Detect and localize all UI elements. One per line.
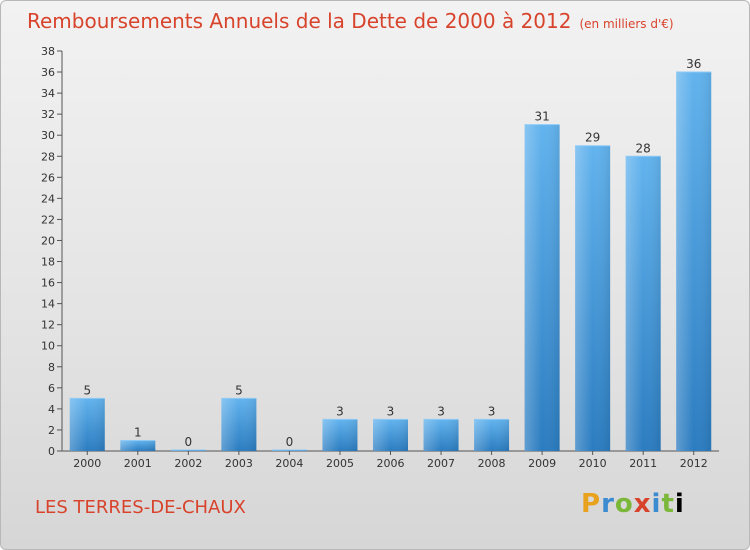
bar-value-label: 0 [286, 435, 294, 449]
bar-shine [575, 145, 611, 451]
bar-value-label: 29 [585, 131, 600, 145]
x-tick-label: 2001 [124, 457, 152, 470]
y-tick-label: 30 [41, 129, 55, 142]
bar-value-label: 28 [636, 141, 651, 155]
y-tick-label: 10 [41, 340, 55, 353]
bar-value-label: 3 [387, 404, 395, 418]
y-tick-label: 36 [41, 66, 55, 79]
x-tick-label: 2000 [73, 457, 101, 470]
y-tick-label: 12 [41, 319, 55, 332]
bar-value-label: 5 [83, 383, 91, 397]
x-tick-label: 2010 [579, 457, 607, 470]
town-name: LES TERRES-DE-CHAUX [35, 497, 246, 518]
bar-value-label: 31 [534, 110, 549, 124]
y-tick-label: 34 [41, 87, 55, 100]
chart-title: Remboursements Annuels de la Dette de 20… [27, 9, 674, 33]
y-tick-label: 6 [48, 382, 55, 395]
y-tick-label: 20 [41, 234, 55, 247]
y-tick-label: 32 [41, 108, 55, 121]
y-tick-label: 14 [41, 298, 55, 311]
x-tick-label: 2009 [528, 457, 556, 470]
x-tick-label: 2006 [377, 457, 405, 470]
bar-shine [474, 419, 510, 451]
x-tick-label: 2012 [680, 457, 708, 470]
x-tick-label: 2007 [427, 457, 455, 470]
bar-shine [423, 419, 459, 451]
y-tick-label: 28 [41, 150, 55, 163]
bar-shine [524, 124, 560, 452]
y-tick-label: 8 [48, 361, 55, 374]
x-tick-label: 2008 [478, 457, 506, 470]
bar-value-label: 1 [134, 425, 142, 439]
bar-value-label: 0 [185, 435, 193, 449]
bar-shine [625, 156, 661, 451]
y-tick-label: 4 [48, 403, 55, 416]
bar-value-label: 5 [235, 383, 243, 397]
y-tick-label: 22 [41, 213, 55, 226]
y-tick-label: 26 [41, 171, 55, 184]
proxiti-logo: Proxiti [581, 489, 685, 519]
y-tick-label: 38 [41, 45, 55, 58]
bar-shine [221, 398, 257, 451]
title-unit: (en milliers d'€) [579, 17, 674, 31]
bar-shine [120, 440, 156, 451]
title-text: Remboursements Annuels de la Dette de 20… [27, 9, 572, 33]
x-tick-label: 2003 [225, 457, 253, 470]
bar-value-label: 3 [336, 404, 344, 418]
bar-shine [676, 72, 712, 451]
bar-shine [69, 398, 105, 451]
bar-value-label: 3 [437, 404, 445, 418]
y-tick-label: 0 [48, 445, 55, 458]
y-tick-label: 24 [41, 192, 55, 205]
y-tick-label: 16 [41, 277, 55, 290]
x-tick-label: 2005 [326, 457, 354, 470]
y-tick-label: 18 [41, 256, 55, 269]
bar-value-label: 36 [686, 57, 701, 71]
x-tick-label: 2002 [174, 457, 202, 470]
x-tick-label: 2004 [275, 457, 303, 470]
bar-value-label: 3 [488, 404, 496, 418]
bar-shine [373, 419, 408, 451]
bar-shine [322, 419, 358, 451]
x-tick-label: 2011 [629, 457, 657, 470]
y-tick-label: 2 [48, 424, 55, 437]
